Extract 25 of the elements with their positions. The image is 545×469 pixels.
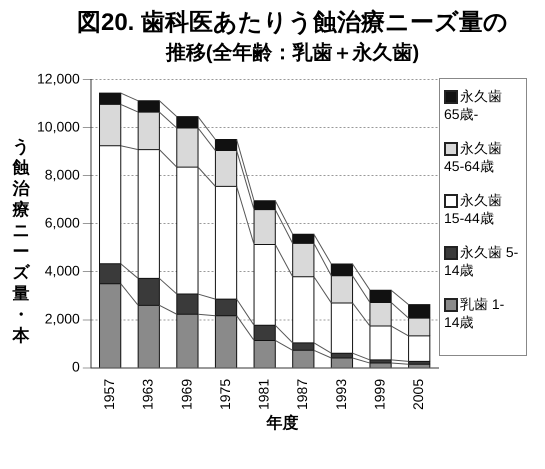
- x-tick-label: 1963: [140, 378, 156, 410]
- chart-subtitle: 推移(全年齢：乳歯＋永久歯): [164, 40, 420, 66]
- legend-label: 乳歯 1-14歳: [444, 296, 504, 330]
- legend-label: 永久歯 65歳-: [444, 88, 502, 122]
- x-tick-label: 1987: [294, 378, 310, 410]
- chart-title: 図20. 歯科医あたりう蝕治療ニーズ量の: [76, 8, 510, 38]
- x-tick-label: 2005: [410, 378, 426, 410]
- y-tick-label: 12,000: [36, 70, 80, 86]
- x-axis-title: 年度: [265, 413, 300, 434]
- x-tick-label: 1957: [100, 378, 117, 410]
- y-tick-label: 8,000: [44, 166, 80, 182]
- legend-label: 永久歯 5-14歳: [444, 244, 518, 278]
- y-tick-label: 4,000: [44, 262, 80, 279]
- text: 永久歯 15-44歳: [444, 192, 502, 226]
- y-tick-label: 10,000: [36, 118, 80, 134]
- y-tick-label: 2,000: [44, 310, 80, 327]
- x-tick-label: 1981: [256, 378, 272, 410]
- x-tick-label: 1969: [178, 378, 194, 410]
- legend-label: 永久歯 45-64歳: [444, 140, 502, 174]
- x-tick-label: 1975: [216, 378, 233, 410]
- y-tick-label: 6,000: [44, 214, 80, 230]
- x-tick-label: 1999: [371, 378, 388, 410]
- text: う蝕治療ニーズ量・本: [12, 136, 30, 344]
- x-tick-label: 1993: [332, 378, 349, 410]
- y-tick-label: 0: [72, 358, 80, 375]
